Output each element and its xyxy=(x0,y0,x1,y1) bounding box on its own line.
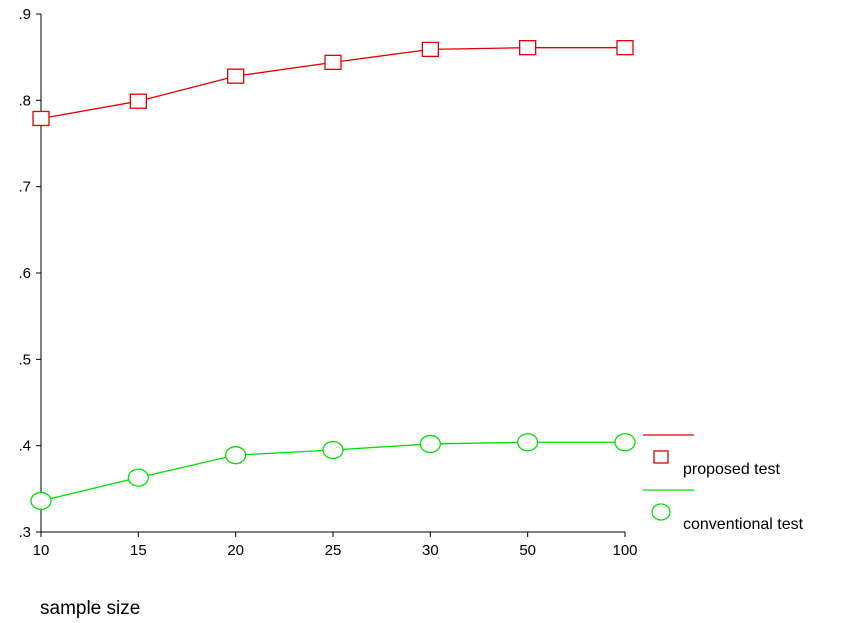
series-layer xyxy=(30,40,636,511)
x-axis-title: sample size xyxy=(40,598,140,619)
data-point xyxy=(322,440,344,460)
data-point xyxy=(324,54,342,70)
data-point xyxy=(129,93,147,109)
y-tick-label: .7 xyxy=(18,179,31,196)
legend-marker xyxy=(653,450,669,464)
x-tick-label: 25 xyxy=(325,542,342,559)
y-tick-label: .9 xyxy=(18,6,31,23)
y-tick-label: .6 xyxy=(18,265,31,282)
legend-item: conventional test xyxy=(643,489,804,533)
data-point xyxy=(519,40,537,56)
x-tick-label: 50 xyxy=(519,542,536,559)
legend-item: proposed test xyxy=(643,434,781,478)
x-tick-label: 15 xyxy=(130,542,147,559)
y-tick-label: .5 xyxy=(18,351,31,368)
data-point xyxy=(419,434,441,454)
data-point xyxy=(616,40,634,56)
x-tick-label: 30 xyxy=(422,542,439,559)
legend: proposed test conventional test xyxy=(643,434,804,533)
y-ticks: .3 .4 .5 .6 .7 .8 .9 xyxy=(18,6,41,541)
series-2 xyxy=(30,433,636,511)
data-point xyxy=(127,468,149,487)
data-point xyxy=(225,446,247,465)
data-point xyxy=(32,110,50,127)
y-tick-label: .3 xyxy=(18,524,31,541)
data-point xyxy=(30,491,52,511)
data-point xyxy=(227,68,245,84)
legend-label: conventional test xyxy=(683,516,804,533)
legend-marker xyxy=(651,503,671,521)
y-tick-label: .4 xyxy=(18,438,31,455)
x-ticks: 10 15 20 25 30 50 100 xyxy=(33,532,638,559)
data-point xyxy=(614,433,636,452)
x-tick-label: 10 xyxy=(33,542,50,559)
legend-label: proposed test xyxy=(683,461,781,478)
x-tick-label: 100 xyxy=(612,542,637,559)
x-tick-label: 20 xyxy=(227,542,244,559)
y-tick-label: .8 xyxy=(18,92,31,109)
series-1 xyxy=(32,40,634,127)
data-point xyxy=(421,41,439,58)
data-point xyxy=(517,433,539,452)
